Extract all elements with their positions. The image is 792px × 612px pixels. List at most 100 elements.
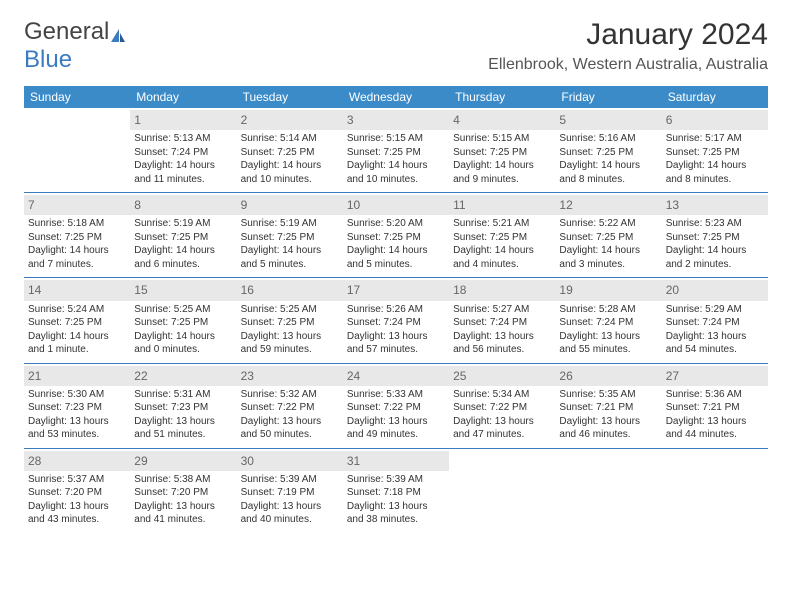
daylight-text: Daylight: 13 hours xyxy=(241,330,339,344)
daylight-text: Daylight: 14 hours xyxy=(666,159,764,173)
sunrise-text: Sunrise: 5:39 AM xyxy=(241,473,339,487)
day-cell: 13Sunrise: 5:23 AMSunset: 7:25 PMDayligh… xyxy=(662,193,768,278)
sunrise-text: Sunrise: 5:39 AM xyxy=(347,473,445,487)
daylight-text: and 51 minutes. xyxy=(134,428,232,442)
sunset-text: Sunset: 7:25 PM xyxy=(666,231,764,245)
week-row: 21Sunrise: 5:30 AMSunset: 7:23 PMDayligh… xyxy=(24,364,768,449)
day-cell xyxy=(662,449,768,533)
day-number: 9 xyxy=(237,195,343,215)
daylight-text: and 6 minutes. xyxy=(134,258,232,272)
daylight-text: and 4 minutes. xyxy=(453,258,551,272)
day-cell: 1Sunrise: 5:13 AMSunset: 7:24 PMDaylight… xyxy=(130,108,236,193)
day-cell: 19Sunrise: 5:28 AMSunset: 7:24 PMDayligh… xyxy=(555,278,661,363)
week-row: 28Sunrise: 5:37 AMSunset: 7:20 PMDayligh… xyxy=(24,449,768,533)
daylight-text: and 8 minutes. xyxy=(559,173,657,187)
sunrise-text: Sunrise: 5:29 AM xyxy=(666,303,764,317)
daylight-text: Daylight: 13 hours xyxy=(241,500,339,514)
day-cell: 24Sunrise: 5:33 AMSunset: 7:22 PMDayligh… xyxy=(343,364,449,449)
page-title: January 2024 xyxy=(488,18,768,52)
day-number: 24 xyxy=(343,366,449,386)
day-cell: 16Sunrise: 5:25 AMSunset: 7:25 PMDayligh… xyxy=(237,278,343,363)
daylight-text: Daylight: 13 hours xyxy=(28,500,126,514)
header: GeneralBlue January 2024 Ellenbrook, Wes… xyxy=(24,18,768,74)
day-number: 12 xyxy=(555,195,661,215)
daylight-text: Daylight: 13 hours xyxy=(453,415,551,429)
sunset-text: Sunset: 7:21 PM xyxy=(666,401,764,415)
logo-word1: General xyxy=(24,18,109,45)
daylight-text: and 53 minutes. xyxy=(28,428,126,442)
weekday-header: Saturday xyxy=(662,86,768,108)
sunrise-text: Sunrise: 5:33 AM xyxy=(347,388,445,402)
daylight-text: and 57 minutes. xyxy=(347,343,445,357)
sunset-text: Sunset: 7:22 PM xyxy=(453,401,551,415)
sunset-text: Sunset: 7:25 PM xyxy=(28,316,126,330)
daylight-text: Daylight: 14 hours xyxy=(134,244,232,258)
sunset-text: Sunset: 7:25 PM xyxy=(559,146,657,160)
sunset-text: Sunset: 7:18 PM xyxy=(347,486,445,500)
day-cell: 3Sunrise: 5:15 AMSunset: 7:25 PMDaylight… xyxy=(343,108,449,193)
logo: GeneralBlue xyxy=(24,18,127,74)
sunrise-text: Sunrise: 5:23 AM xyxy=(666,217,764,231)
day-cell xyxy=(555,449,661,533)
day-number: 2 xyxy=(237,110,343,130)
day-cell: 6Sunrise: 5:17 AMSunset: 7:25 PMDaylight… xyxy=(662,108,768,193)
sunrise-text: Sunrise: 5:36 AM xyxy=(666,388,764,402)
sunrise-text: Sunrise: 5:15 AM xyxy=(453,132,551,146)
daylight-text: Daylight: 14 hours xyxy=(559,244,657,258)
sunrise-text: Sunrise: 5:20 AM xyxy=(347,217,445,231)
daylight-text: Daylight: 14 hours xyxy=(28,330,126,344)
sunrise-text: Sunrise: 5:19 AM xyxy=(241,217,339,231)
sunrise-text: Sunrise: 5:18 AM xyxy=(28,217,126,231)
sunrise-text: Sunrise: 5:22 AM xyxy=(559,217,657,231)
sunrise-text: Sunrise: 5:15 AM xyxy=(347,132,445,146)
day-cell: 21Sunrise: 5:30 AMSunset: 7:23 PMDayligh… xyxy=(24,364,130,449)
sunset-text: Sunset: 7:25 PM xyxy=(347,231,445,245)
day-number: 31 xyxy=(343,451,449,471)
sunset-text: Sunset: 7:25 PM xyxy=(453,231,551,245)
daylight-text: and 11 minutes. xyxy=(134,173,232,187)
day-cell: 14Sunrise: 5:24 AMSunset: 7:25 PMDayligh… xyxy=(24,278,130,363)
daylight-text: and 8 minutes. xyxy=(666,173,764,187)
day-number: 1 xyxy=(130,110,236,130)
weekday-header: Sunday xyxy=(24,86,130,108)
daylight-text: Daylight: 13 hours xyxy=(453,330,551,344)
day-cell: 26Sunrise: 5:35 AMSunset: 7:21 PMDayligh… xyxy=(555,364,661,449)
day-number: 5 xyxy=(555,110,661,130)
day-number: 27 xyxy=(662,366,768,386)
day-number: 8 xyxy=(130,195,236,215)
daylight-text: and 40 minutes. xyxy=(241,513,339,527)
day-number: 17 xyxy=(343,280,449,300)
sunset-text: Sunset: 7:25 PM xyxy=(134,316,232,330)
day-cell: 12Sunrise: 5:22 AMSunset: 7:25 PMDayligh… xyxy=(555,193,661,278)
sunset-text: Sunset: 7:24 PM xyxy=(453,316,551,330)
daylight-text: and 10 minutes. xyxy=(241,173,339,187)
title-block: January 2024 Ellenbrook, Western Austral… xyxy=(488,18,768,74)
daylight-text: and 55 minutes. xyxy=(559,343,657,357)
sunrise-text: Sunrise: 5:28 AM xyxy=(559,303,657,317)
daylight-text: Daylight: 13 hours xyxy=(347,330,445,344)
weekday-header: Thursday xyxy=(449,86,555,108)
daylight-text: and 10 minutes. xyxy=(347,173,445,187)
sunrise-text: Sunrise: 5:25 AM xyxy=(134,303,232,317)
day-number: 21 xyxy=(24,366,130,386)
sunrise-text: Sunrise: 5:21 AM xyxy=(453,217,551,231)
sunrise-text: Sunrise: 5:30 AM xyxy=(28,388,126,402)
daylight-text: Daylight: 14 hours xyxy=(241,159,339,173)
week-row: 7Sunrise: 5:18 AMSunset: 7:25 PMDaylight… xyxy=(24,193,768,278)
daylight-text: Daylight: 13 hours xyxy=(134,500,232,514)
day-cell: 7Sunrise: 5:18 AMSunset: 7:25 PMDaylight… xyxy=(24,193,130,278)
sunrise-text: Sunrise: 5:38 AM xyxy=(134,473,232,487)
day-cell: 8Sunrise: 5:19 AMSunset: 7:25 PMDaylight… xyxy=(130,193,236,278)
daylight-text: and 3 minutes. xyxy=(559,258,657,272)
sunset-text: Sunset: 7:25 PM xyxy=(241,146,339,160)
sunset-text: Sunset: 7:20 PM xyxy=(28,486,126,500)
day-cell: 27Sunrise: 5:36 AMSunset: 7:21 PMDayligh… xyxy=(662,364,768,449)
sunrise-text: Sunrise: 5:13 AM xyxy=(134,132,232,146)
day-cell: 9Sunrise: 5:19 AMSunset: 7:25 PMDaylight… xyxy=(237,193,343,278)
sunset-text: Sunset: 7:25 PM xyxy=(666,146,764,160)
sunset-text: Sunset: 7:22 PM xyxy=(347,401,445,415)
day-number: 26 xyxy=(555,366,661,386)
sunset-text: Sunset: 7:20 PM xyxy=(134,486,232,500)
weekday-header: Monday xyxy=(130,86,236,108)
day-cell: 29Sunrise: 5:38 AMSunset: 7:20 PMDayligh… xyxy=(130,449,236,533)
